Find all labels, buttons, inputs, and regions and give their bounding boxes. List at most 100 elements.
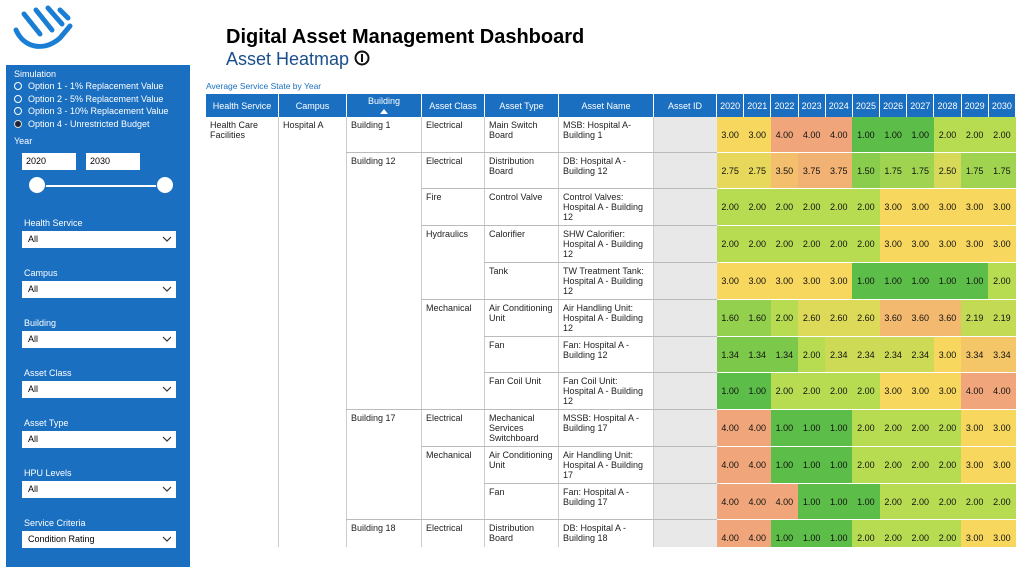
heat-cell: 2.34: [906, 336, 934, 373]
radio-button[interactable]: [14, 119, 22, 128]
heat-cell: 2.00: [988, 483, 1016, 520]
heat-cell: 3.00: [933, 225, 962, 263]
heat-cell: 4.00: [743, 446, 771, 484]
year-header[interactable]: 2030: [988, 94, 1016, 117]
radio-option[interactable]: Option 3 - 10% Replacement Value: [14, 106, 168, 116]
year-header[interactable]: 2026: [879, 94, 908, 117]
asset-id-cell: [653, 262, 717, 300]
table-row: Tank TW Treatment Tank: Hospital A - Buil…: [206, 262, 1016, 300]
heat-cell: 2.00: [825, 372, 853, 410]
heat-cell: 4.00: [988, 372, 1016, 410]
radio-label: Option 3 - 10% Replacement Value: [28, 106, 169, 116]
radio-button[interactable]: [14, 82, 22, 90]
filter-value: All: [28, 484, 39, 494]
heat-cell: 4.00: [770, 483, 799, 520]
year-header[interactable]: 2020: [716, 94, 745, 117]
asset-class-cell: Mechanical: [421, 446, 485, 520]
filter-select[interactable]: Condition Rating: [22, 531, 176, 548]
column-header[interactable]: Asset Class: [421, 94, 485, 117]
asset-name-cell: SHW Calorifier: Hospital A - Building 12: [558, 225, 654, 263]
slider-track: [36, 185, 166, 187]
slider-handle[interactable]: [28, 176, 46, 194]
column-header[interactable]: Building: [346, 94, 422, 117]
heat-cell: 3.00: [988, 188, 1016, 226]
year-header[interactable]: 2028: [933, 94, 962, 117]
asset-type-cell: Fan: [484, 483, 559, 520]
radio-option[interactable]: Option 2 - 5% Replacement Value: [14, 94, 163, 104]
filter-select[interactable]: All: [22, 331, 176, 348]
year-header[interactable]: 2029: [961, 94, 989, 117]
asset-type-cell: Distribution Board: [484, 519, 559, 547]
heat-cell: 3.75: [825, 152, 853, 189]
dashboard-title: Digital Asset Management Dashboard: [226, 26, 585, 48]
year-header[interactable]: 2021: [743, 94, 772, 117]
heat-cell: 3.34: [961, 336, 989, 373]
heat-cell: 4.00: [743, 409, 771, 447]
filter-select[interactable]: All: [22, 431, 176, 448]
year-header[interactable]: 2025: [852, 94, 881, 117]
year-to-input[interactable]: 2030: [86, 153, 140, 170]
logo[interactable]: [10, 4, 76, 56]
heat-cell: 2.00: [716, 225, 744, 263]
heat-cell: 3.00: [906, 225, 934, 263]
heat-cell: 3.00: [906, 372, 934, 410]
heat-cell: 3.00: [961, 446, 989, 484]
year-header[interactable]: 2027: [906, 94, 935, 117]
filter-label: Asset Type: [24, 418, 69, 428]
filter-select[interactable]: All: [22, 231, 176, 248]
heat-cell: 2.00: [906, 519, 934, 547]
radio-option[interactable]: Option 4 - Unrestricted Budget: [14, 119, 150, 129]
radio-label: Option 4 - Unrestricted Budget: [28, 118, 150, 129]
asset-type-cell: Main Switch Board: [484, 117, 559, 153]
heat-cell: 1.00: [852, 483, 880, 520]
heat-cell: 1.00: [825, 446, 853, 484]
heat-cell: 3.60: [933, 299, 962, 337]
year-from-input[interactable]: 2020: [22, 153, 76, 170]
heat-cell: 3.00: [961, 519, 989, 547]
column-header[interactable]: Health Service: [206, 94, 279, 117]
asset-id-cell: [653, 152, 717, 189]
radio-button[interactable]: [14, 107, 22, 115]
table-row: Building 18 Electrical Distribution Board D…: [206, 519, 1016, 547]
heat-cell: 3.00: [906, 188, 934, 226]
radio-button[interactable]: [14, 94, 22, 103]
column-header[interactable]: Asset Type: [484, 94, 559, 117]
asset-class-cell: Electrical: [421, 409, 485, 447]
radio-label: Option 1 - 1% Replacement Value: [28, 81, 164, 91]
heat-cell: 4.00: [716, 446, 744, 484]
heat-cell: 3.00: [933, 188, 962, 226]
year-header[interactable]: 2023: [798, 94, 826, 117]
filter-label: Health Service: [24, 218, 83, 228]
filter-label: Campus: [24, 268, 58, 278]
filter-select[interactable]: All: [22, 481, 176, 498]
asset-class-cell: Electrical: [421, 152, 485, 189]
heat-cell: 3.00: [988, 519, 1016, 547]
info-icon[interactable]: [354, 50, 370, 66]
filter-select[interactable]: All: [22, 281, 176, 298]
heat-cell: 2.00: [933, 483, 962, 520]
asset-name-cell: Air Handling Unit: Hospital A - Building…: [558, 299, 654, 337]
heat-cell: 1.75: [988, 152, 1016, 189]
asset-name-cell: DB: Hospital A - Building 18: [558, 519, 654, 547]
column-header[interactable]: Campus: [278, 94, 347, 117]
heat-cell: 1.00: [770, 446, 799, 484]
asset-id-cell: [653, 188, 717, 226]
heat-cell: 2.34: [852, 336, 880, 373]
asset-name-cell: Fan Coil Unit: Hospital A - Building 12: [558, 372, 654, 410]
slider-handle[interactable]: [156, 176, 174, 194]
page-subtitle: Asset Heatmap: [226, 49, 370, 70]
table-row: Hydraulics Calorifier SHW Calorifier: Hosp…: [206, 225, 1016, 300]
year-header[interactable]: 2024: [825, 94, 853, 117]
heat-cell: 1.00: [879, 262, 907, 300]
filter-value: Condition Rating: [28, 534, 95, 544]
column-header[interactable]: Asset ID: [653, 94, 717, 117]
year-header[interactable]: 2022: [770, 94, 799, 117]
filter-select[interactable]: All: [22, 381, 176, 398]
heat-cell: 1.00: [770, 409, 799, 447]
heat-cell: 2.00: [825, 188, 853, 226]
radio-option[interactable]: Option 1 - 1% Replacement Value: [14, 81, 163, 91]
asset-type-cell: Calorifier: [484, 225, 559, 263]
filter-label: Asset Class: [24, 368, 72, 378]
column-header[interactable]: Asset Name: [558, 94, 654, 117]
